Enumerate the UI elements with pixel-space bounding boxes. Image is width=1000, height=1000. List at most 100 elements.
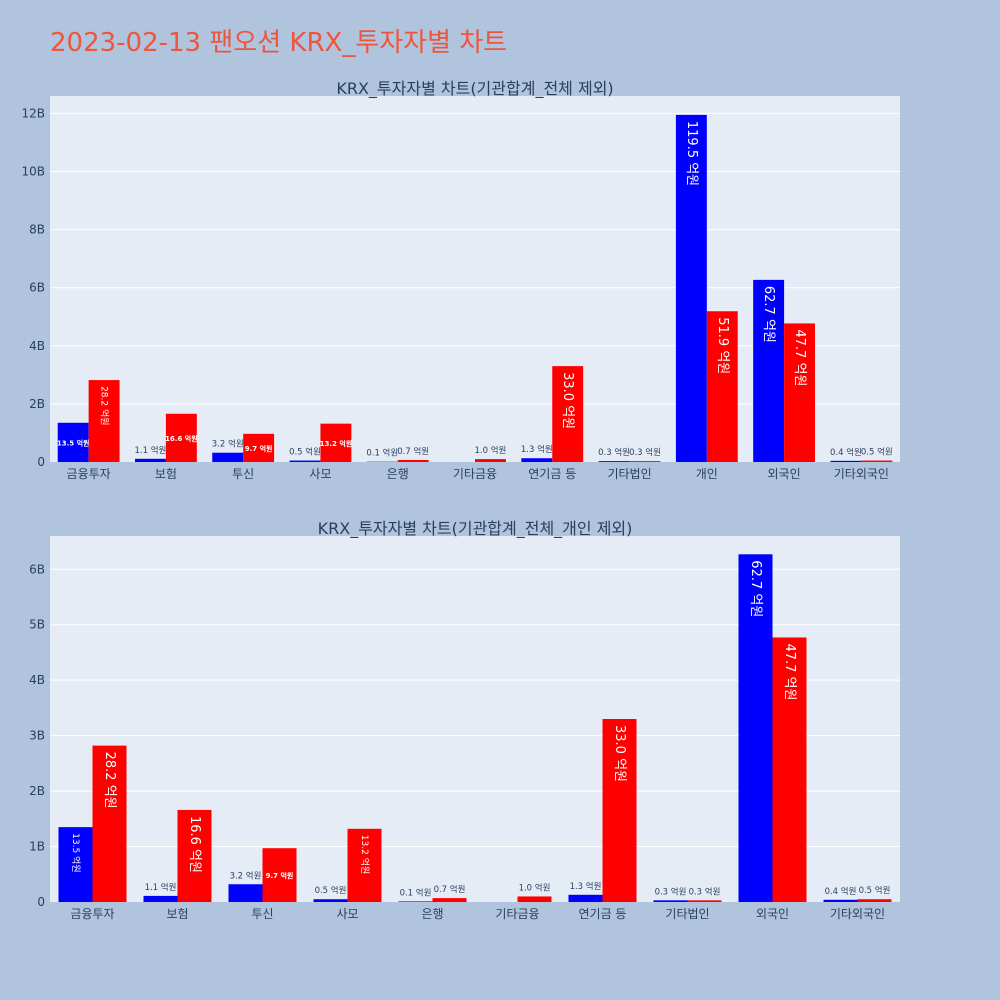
bar [521, 458, 553, 462]
bar [475, 459, 506, 462]
bar [517, 896, 552, 902]
data-label: 33.0 억원 [560, 372, 575, 429]
x-tick-label: 외국인 [756, 907, 789, 921]
data-label: 16.6 억원 [165, 434, 198, 443]
x-tick-label: 외국인 [768, 467, 801, 481]
bar [58, 827, 93, 902]
data-label: 3.2 억원 [212, 439, 244, 450]
data-label: 28.2 억원 [99, 386, 111, 425]
data-label: 13.5 억원 [70, 833, 82, 872]
data-label: 0.1 억원 [366, 448, 398, 459]
x-tick-label: 금융투자 [67, 467, 111, 481]
bar [706, 311, 738, 462]
bar [243, 433, 275, 462]
x-tick-label: 연기금 등 [528, 467, 576, 481]
data-label: 1.3 억원 [570, 881, 602, 892]
data-label: 0.5 억원 [315, 885, 347, 896]
page-title: 2023-02-13 팬오션 KRX_투자자별 차트 [50, 28, 508, 58]
x-tick-label: 금융투자 [70, 907, 114, 921]
data-label: 16.6 억원 [187, 816, 202, 873]
x-tick-label: 기타외국인 [834, 467, 889, 481]
data-label: 33.0 억원 [612, 725, 627, 782]
data-label: 13.2 억원 [320, 439, 353, 448]
bar [772, 637, 807, 902]
data-label: 1.3 억원 [521, 444, 553, 455]
data-label: 9.7 억원 [266, 871, 294, 880]
y-tick-label: 0 [37, 895, 45, 909]
bar [675, 114, 707, 462]
bar [687, 900, 722, 902]
bar [784, 323, 815, 462]
bar [92, 745, 127, 902]
bar [432, 898, 467, 902]
bar [228, 884, 263, 902]
bar [57, 422, 89, 462]
bar [398, 901, 433, 902]
chart-top: KRX_투자자별 차트(기관합계_전체 제외) 0 2B 4B 6B 8B 10B 12B 금융… [21, 79, 900, 481]
data-label: 51.9 억원 [715, 317, 730, 374]
bar [568, 894, 603, 902]
data-label: 9.7 억원 [245, 444, 273, 453]
data-label: 13.2 억원 [359, 835, 371, 874]
data-label: 47.7 억원 [792, 329, 807, 386]
data-label: 0.7 억원 [397, 446, 429, 457]
bar [313, 899, 348, 902]
bar [629, 461, 661, 462]
x-tick-label: 보험 [166, 907, 188, 921]
bar [88, 380, 120, 462]
y-tick-label: 4B [29, 339, 45, 353]
y-tick-label: 3B [29, 729, 45, 743]
bar [753, 279, 785, 462]
x-tick-label: 기타외국인 [830, 907, 885, 921]
x-tick-label: 보험 [155, 467, 177, 481]
bar [262, 848, 297, 902]
bar [830, 460, 862, 462]
bar [212, 452, 244, 462]
y-tick-label: 0 [37, 455, 45, 469]
x-tick-label: 투신 [232, 467, 254, 481]
bar [861, 460, 893, 462]
data-label: 0.1 억원 [400, 887, 432, 898]
y-tick-label: 4B [29, 673, 45, 687]
bar [177, 809, 212, 902]
x-tick-label: 기타법인 [665, 907, 709, 921]
bar [738, 554, 773, 902]
chart-title: KRX_투자자별 차트(기관합계_전체 제외) [336, 79, 613, 99]
x-tick-label: 연기금 등 [579, 907, 627, 921]
x-tick-label: 은행 [421, 906, 443, 921]
data-label: 13.5 억원 [57, 438, 90, 447]
bar [165, 413, 197, 462]
data-label: 0.5 억원 [861, 447, 893, 458]
data-label: 47.7 억원 [782, 643, 797, 700]
bar [397, 459, 429, 462]
y-tick-label: 1B [29, 840, 45, 854]
data-label: 0.4 억원 [830, 447, 862, 458]
data-label: 1.0 억원 [519, 882, 551, 893]
bar [135, 458, 166, 462]
bar [320, 423, 352, 462]
bar [653, 900, 688, 902]
chart-title: KRX_투자자별 차트(기관합계_전체_개인 제외) [318, 519, 633, 539]
data-label: 0.3 억원 [598, 447, 630, 458]
data-label: 0.3 억원 [689, 886, 721, 897]
x-tick-label: 개인 [696, 467, 718, 481]
data-label: 28.2 억원 [102, 752, 117, 809]
y-tick-label: 2B [29, 397, 45, 411]
bar [823, 899, 858, 902]
bar [347, 828, 382, 902]
data-label: 0.5 억원 [289, 447, 321, 458]
bar [552, 366, 584, 462]
data-label: 119.5 억원 [684, 121, 699, 186]
x-tick-label: 기타금융 [495, 907, 539, 921]
y-tick-label: 8B [29, 223, 45, 237]
x-tick-label: 기타법인 [607, 467, 651, 481]
data-label: 1.1 억원 [135, 445, 167, 456]
bar [857, 899, 892, 902]
x-tick-label: 은행 [387, 466, 409, 481]
y-tick-label: 2B [29, 784, 45, 798]
data-label: 3.2 억원 [230, 870, 262, 881]
x-tick-label: 투신 [251, 907, 273, 921]
y-tick-label: 10B [21, 165, 45, 179]
data-label: 62.7 억원 [748, 560, 763, 617]
y-tick-label: 12B [21, 106, 45, 120]
